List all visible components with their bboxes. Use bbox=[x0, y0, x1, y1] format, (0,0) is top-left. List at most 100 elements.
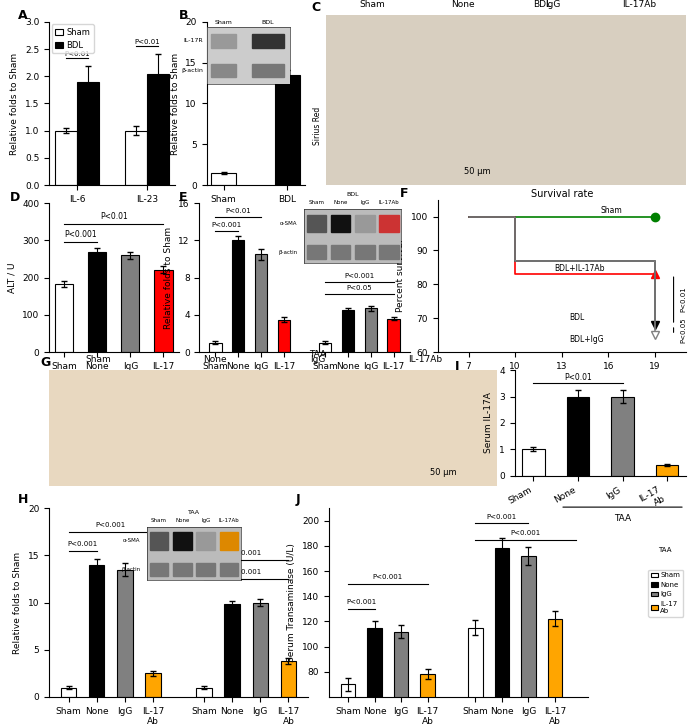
Text: Sham: Sham bbox=[360, 1, 385, 9]
Text: P<0.001: P<0.001 bbox=[511, 530, 541, 536]
Text: Sham: Sham bbox=[151, 518, 167, 523]
Text: F: F bbox=[400, 187, 409, 200]
Text: C: C bbox=[311, 1, 320, 14]
Bar bbox=[567, 396, 589, 476]
Bar bbox=[522, 556, 536, 726]
Text: α-SMA / β-actin: α-SMA / β-actin bbox=[325, 385, 394, 393]
Bar bbox=[368, 628, 382, 726]
Bar bbox=[307, 245, 326, 258]
Bar bbox=[355, 245, 374, 258]
Text: TAA: TAA bbox=[309, 350, 326, 359]
Text: Sham: Sham bbox=[85, 356, 111, 364]
Text: P<0.001: P<0.001 bbox=[231, 550, 261, 556]
Text: P<0.001: P<0.001 bbox=[96, 522, 126, 528]
Bar bbox=[125, 131, 147, 185]
Y-axis label: Serum IL-17A: Serum IL-17A bbox=[484, 393, 494, 453]
Bar bbox=[224, 605, 240, 697]
Legend: Sham, BDL: Sham, BDL bbox=[52, 24, 94, 53]
Bar bbox=[281, 661, 296, 697]
Bar bbox=[656, 465, 678, 476]
Bar bbox=[121, 256, 139, 352]
Text: I: I bbox=[454, 359, 459, 372]
Y-axis label: Serum Transaminase (U/L): Serum Transaminase (U/L) bbox=[288, 543, 297, 662]
Text: IgG: IgG bbox=[360, 200, 370, 205]
Bar bbox=[173, 532, 192, 550]
Bar bbox=[209, 343, 222, 352]
Text: BDL: BDL bbox=[262, 20, 274, 25]
Text: None: None bbox=[333, 200, 348, 205]
Text: P<0.01: P<0.01 bbox=[100, 212, 127, 221]
Bar bbox=[355, 215, 374, 232]
Bar bbox=[146, 674, 161, 697]
Text: P<0.01: P<0.01 bbox=[64, 51, 90, 57]
Legend: Sham, None, IgG, IL-17
Ab: Sham, None, IgG, IL-17 Ab bbox=[452, 261, 486, 309]
Bar bbox=[342, 310, 354, 352]
Bar bbox=[89, 565, 104, 697]
Bar bbox=[196, 688, 211, 697]
Text: α-SMA: α-SMA bbox=[280, 221, 298, 226]
Text: P<0.05: P<0.05 bbox=[680, 317, 686, 343]
Y-axis label: Relative folds to Sham: Relative folds to Sham bbox=[10, 52, 20, 155]
Text: TAA: TAA bbox=[614, 515, 631, 523]
Bar bbox=[611, 396, 634, 476]
Text: A: A bbox=[18, 9, 27, 22]
Bar bbox=[173, 563, 192, 576]
Bar bbox=[547, 619, 562, 726]
Text: None: None bbox=[451, 1, 475, 9]
Text: H: H bbox=[18, 493, 28, 506]
Text: β-actin: β-actin bbox=[278, 250, 298, 255]
Text: P<0.01: P<0.01 bbox=[225, 208, 251, 214]
Text: Sham: Sham bbox=[309, 200, 325, 205]
Text: TAA: TAA bbox=[658, 547, 671, 552]
Bar bbox=[252, 64, 284, 77]
Text: P<0.01: P<0.01 bbox=[134, 38, 160, 45]
Bar bbox=[468, 628, 483, 726]
Text: IgG: IgG bbox=[310, 356, 326, 364]
Bar bbox=[379, 245, 399, 258]
Text: BDL: BDL bbox=[533, 1, 551, 9]
Text: P<0.001: P<0.001 bbox=[486, 513, 517, 520]
Bar bbox=[253, 603, 268, 697]
Bar bbox=[379, 215, 399, 232]
Text: BDL+IL-17Ab: BDL+IL-17Ab bbox=[554, 264, 605, 273]
Text: None: None bbox=[203, 356, 227, 364]
Y-axis label: Percent survival: Percent survival bbox=[396, 240, 405, 312]
Bar bbox=[55, 131, 77, 185]
Bar bbox=[394, 632, 408, 726]
Text: J: J bbox=[295, 493, 300, 506]
Bar bbox=[252, 34, 284, 48]
Text: P<0.001: P<0.001 bbox=[64, 230, 97, 240]
Bar bbox=[211, 34, 236, 48]
Bar bbox=[495, 548, 509, 726]
Bar bbox=[307, 215, 326, 232]
Text: P<0.05: P<0.05 bbox=[346, 285, 372, 291]
Bar bbox=[55, 285, 73, 352]
Bar bbox=[232, 240, 244, 352]
Y-axis label: ALT / U: ALT / U bbox=[8, 262, 17, 293]
Text: BDL: BDL bbox=[464, 248, 478, 253]
Text: 50 μm: 50 μm bbox=[463, 167, 490, 176]
Bar bbox=[331, 215, 351, 232]
Text: BDL: BDL bbox=[570, 313, 584, 322]
Text: TAA: TAA bbox=[188, 510, 200, 515]
Text: P<0.001: P<0.001 bbox=[344, 274, 374, 280]
Text: TAA: TAA bbox=[378, 556, 391, 562]
Bar bbox=[421, 674, 435, 726]
Text: E: E bbox=[178, 192, 187, 205]
Text: P<0.001: P<0.001 bbox=[211, 222, 242, 228]
Text: 50 μm: 50 μm bbox=[430, 468, 456, 477]
Text: BDL+IgG: BDL+IgG bbox=[570, 335, 604, 344]
Bar bbox=[155, 269, 173, 352]
Text: BDL: BDL bbox=[346, 192, 359, 197]
Bar bbox=[220, 532, 238, 550]
Text: α-SMA: α-SMA bbox=[123, 539, 141, 544]
Text: IL-17R: IL-17R bbox=[184, 38, 204, 44]
Text: None: None bbox=[175, 518, 190, 523]
Text: Collagen Depostion: Collagen Depostion bbox=[205, 385, 294, 393]
Bar bbox=[220, 563, 238, 576]
Text: IgG: IgG bbox=[545, 1, 560, 9]
Text: G: G bbox=[40, 356, 50, 370]
Y-axis label: Relative folds to Sham: Relative folds to Sham bbox=[164, 227, 173, 329]
Text: P<0.001: P<0.001 bbox=[67, 541, 98, 547]
Text: IL-17Ab: IL-17Ab bbox=[408, 356, 442, 364]
